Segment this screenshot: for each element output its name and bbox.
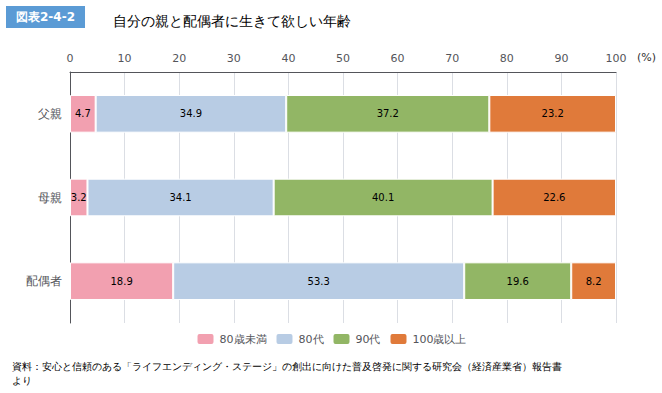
svg-text:90: 90 [554,52,568,65]
svg-text:3.2: 3.2 [71,192,87,203]
svg-text:22.6: 22.6 [543,192,565,203]
svg-text:50: 50 [336,52,350,65]
svg-text:10: 10 [118,52,132,65]
svg-text:(%): (%) [637,51,656,64]
svg-text:母親: 母親 [38,191,62,205]
svg-text:80代: 80代 [299,333,324,346]
svg-text:53.3: 53.3 [308,276,330,287]
svg-text:図表2-4-2: 図表2-4-2 [16,10,75,24]
svg-text:30: 30 [227,52,241,65]
svg-text:80歳未満: 80歳未満 [220,333,267,346]
svg-text:20: 20 [172,52,186,65]
svg-text:配偶者: 配偶者 [26,274,62,288]
svg-text:60: 60 [391,52,405,65]
svg-text:18.9: 18.9 [110,276,132,287]
svg-text:37.2: 37.2 [377,108,399,119]
svg-text:34.9: 34.9 [180,108,202,119]
svg-text:父親: 父親 [38,107,62,121]
svg-text:19.6: 19.6 [507,276,529,287]
svg-text:100: 100 [606,52,627,65]
svg-text:100歳以上: 100歳以上 [412,333,466,346]
svg-text:90代: 90代 [356,333,381,346]
svg-text:80: 80 [500,52,514,65]
svg-text:資料：安心と信頼のある「ライフエンディング・ステージ」の創出: 資料：安心と信頼のある「ライフエンディング・ステージ」の創出に向けた普及啓発に関… [12,361,562,372]
svg-text:40: 40 [281,52,295,65]
svg-text:34.1: 34.1 [169,192,191,203]
svg-text:40.1: 40.1 [372,192,394,203]
svg-text:8.2: 8.2 [586,276,602,287]
svg-text:4.7: 4.7 [75,108,91,119]
svg-text:0: 0 [67,52,74,65]
svg-text:70: 70 [445,52,459,65]
svg-text:23.2: 23.2 [542,108,564,119]
svg-text:自分の親と配偶者に生きて欲しい年齢: 自分の親と配偶者に生きて欲しい年齢 [113,13,351,29]
svg-text:より: より [12,375,32,386]
